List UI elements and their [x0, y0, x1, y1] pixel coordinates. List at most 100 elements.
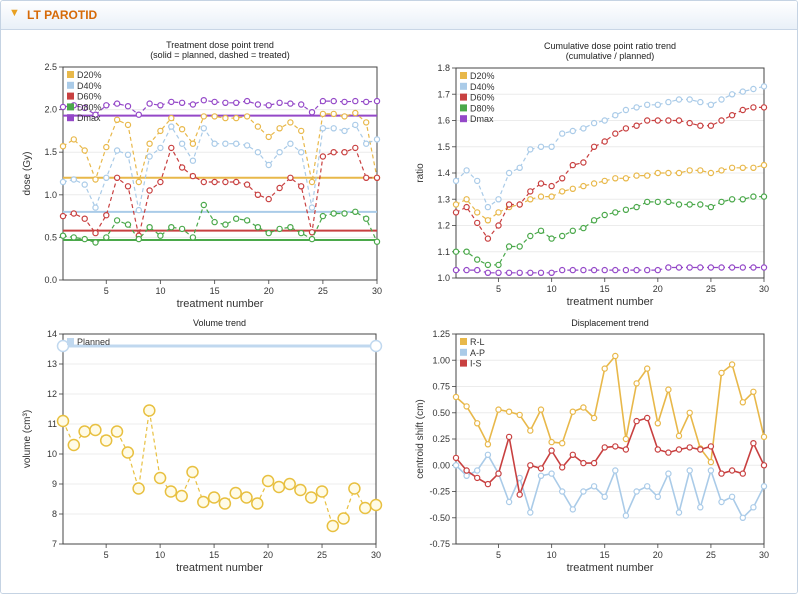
data-point — [308, 204, 316, 211]
legend-label: D20% — [77, 70, 102, 80]
chart-title: Cumulative dose point ratio trend — [544, 41, 676, 51]
data-point — [189, 140, 197, 147]
data-point — [644, 483, 651, 490]
data-point — [590, 180, 598, 187]
x-tick-label: 20 — [263, 550, 273, 560]
data-point — [211, 218, 218, 226]
data-point — [222, 221, 229, 228]
data-point — [463, 248, 470, 255]
data-point — [56, 414, 70, 428]
data-point — [633, 122, 640, 129]
data-point — [675, 201, 683, 208]
data-point — [452, 177, 460, 185]
data-point — [665, 470, 672, 477]
data-point — [686, 119, 693, 127]
data-point — [352, 97, 359, 105]
data-point — [750, 164, 757, 171]
data-point — [103, 211, 110, 219]
data-point — [580, 159, 587, 166]
data-point — [211, 113, 218, 120]
series-line-D60% — [62, 146, 377, 236]
legend-swatch — [460, 82, 467, 90]
data-point — [484, 451, 492, 458]
y-tick-label: -0.75 — [429, 539, 450, 549]
data-point — [157, 102, 164, 109]
data-point — [168, 223, 175, 231]
data-point — [537, 180, 545, 187]
data-point — [298, 183, 305, 190]
chart-volume: Volume trend 7 8 9 10 11 12 13 14 5 10 15 20 25 30 trea… — [22, 318, 383, 574]
data-point — [686, 201, 693, 208]
data-point — [308, 178, 316, 186]
data-point — [81, 147, 88, 154]
data-point — [341, 98, 348, 106]
data-point — [103, 143, 110, 151]
data-point — [189, 101, 197, 108]
y-tick-label: 7 — [52, 539, 57, 549]
data-point — [654, 117, 662, 124]
chevron-down-icon[interactable]: ▼ — [9, 7, 20, 19]
data-point — [135, 206, 142, 214]
data-point — [601, 177, 608, 185]
data-point — [750, 440, 757, 447]
y-tick-label: -0.25 — [429, 487, 450, 497]
data-point — [644, 414, 651, 422]
data-point — [243, 142, 251, 149]
data-point — [276, 184, 283, 192]
data-point — [287, 100, 294, 107]
data-point — [537, 193, 545, 200]
x-tick-label: 30 — [371, 550, 381, 560]
data-point — [261, 474, 275, 488]
data-point — [569, 185, 577, 192]
data-point — [590, 217, 598, 224]
series-line-A-P — [455, 453, 765, 520]
data-point — [243, 181, 251, 188]
data-point — [718, 198, 725, 206]
data-point — [484, 203, 492, 211]
data-point — [484, 261, 492, 269]
data-point — [124, 102, 132, 110]
series-line-Dmax — [62, 99, 378, 116]
legend-label: R-L — [470, 337, 485, 347]
plot-frame — [62, 333, 377, 545]
data-point — [330, 148, 337, 156]
data-point — [569, 161, 577, 169]
data-point — [373, 174, 381, 181]
data-point — [718, 167, 725, 174]
data-point — [474, 256, 481, 263]
data-point — [298, 127, 305, 135]
data-point — [622, 206, 630, 213]
data-point — [728, 493, 736, 500]
data-point — [113, 217, 121, 224]
data-point — [287, 119, 294, 126]
data-point — [265, 229, 272, 237]
x-tick-label: 25 — [317, 550, 327, 560]
data-point — [622, 125, 630, 132]
x-tick-label: 15 — [209, 550, 219, 560]
data-point — [527, 462, 534, 469]
data-point — [707, 443, 715, 450]
data-point — [527, 188, 534, 195]
x-tick-label: 15 — [600, 550, 610, 560]
data-point — [527, 196, 534, 203]
x-tick-label: 20 — [653, 284, 663, 294]
chart-title: Treatment dose point trend — [166, 40, 274, 50]
data-point — [707, 101, 715, 109]
plot-frame — [62, 66, 378, 281]
data-point — [697, 167, 704, 174]
y-tick-label: 1.25 — [432, 329, 450, 339]
data-point — [146, 223, 153, 231]
data-point — [265, 133, 272, 141]
data-point — [474, 266, 481, 274]
data-point — [495, 470, 502, 477]
data-point — [89, 423, 102, 437]
panel-header[interactable]: ▼ LT PAROTID — [1, 1, 797, 30]
data-point — [211, 140, 218, 147]
data-point — [124, 121, 132, 129]
data-point — [633, 203, 640, 211]
data-point — [363, 215, 370, 222]
data-point — [276, 225, 283, 233]
data-point — [146, 187, 153, 194]
data-point — [330, 97, 337, 105]
data-point — [298, 148, 305, 156]
